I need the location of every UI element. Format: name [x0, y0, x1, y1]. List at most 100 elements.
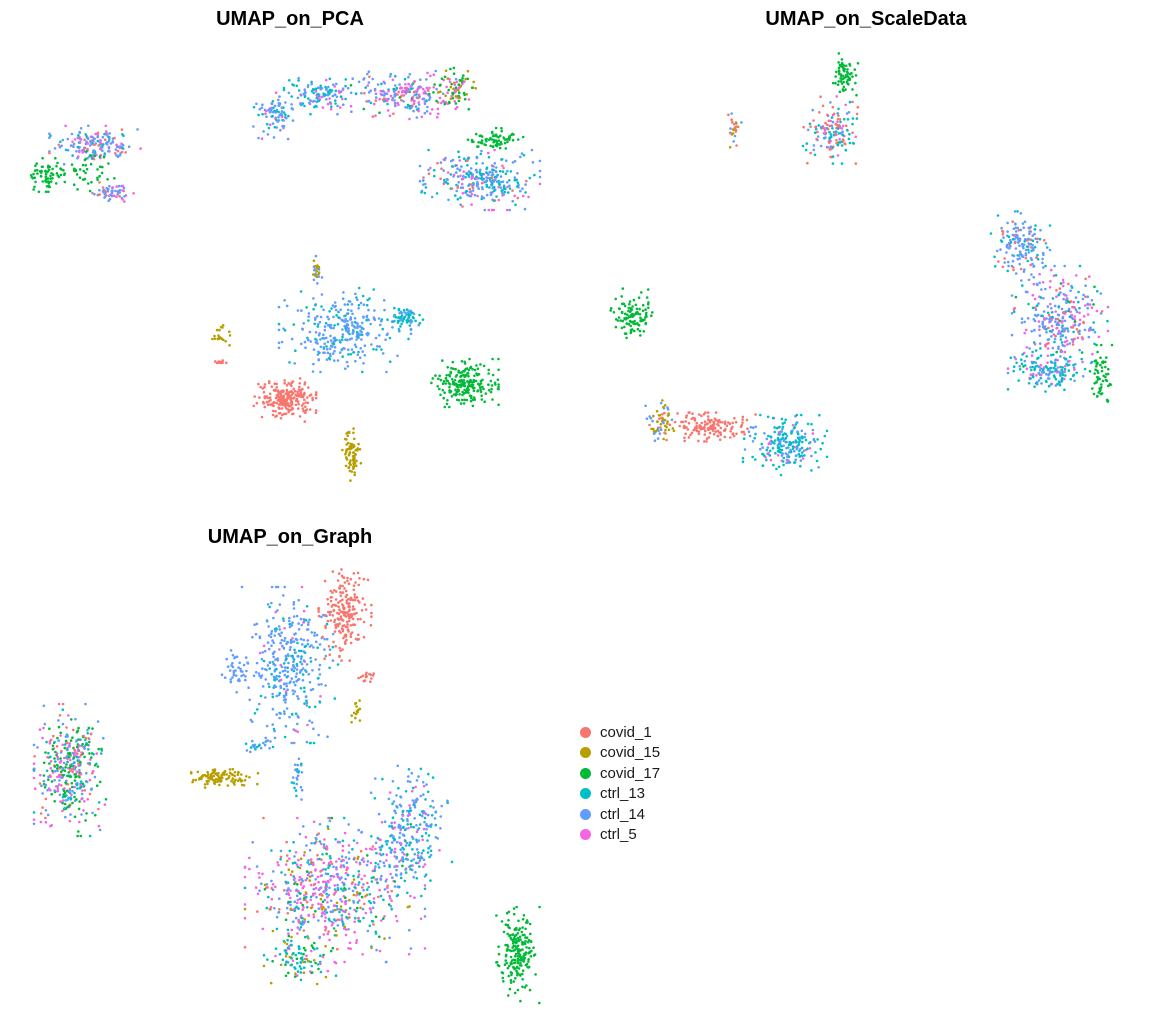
point-covid_17	[636, 323, 640, 326]
point-ctrl_14	[85, 140, 88, 144]
point-ctrl_13	[1038, 237, 1042, 241]
point-ctrl_13	[303, 686, 306, 690]
point-ctrl_14	[258, 107, 262, 111]
point-ctrl_14	[349, 91, 353, 95]
point-covid_17	[1107, 384, 1110, 388]
point-ctrl_14	[1030, 330, 1033, 333]
point-covid_17	[432, 91, 435, 94]
point-ctrl_14	[317, 350, 320, 354]
point-ctrl_14	[538, 175, 542, 179]
point-ctrl_5	[801, 457, 805, 460]
point-ctrl_14	[1032, 275, 1035, 279]
point-ctrl_13	[282, 617, 285, 620]
point-ctrl_13	[501, 170, 505, 173]
point-ctrl_13	[334, 102, 337, 105]
point-ctrl_14	[847, 111, 851, 114]
point-ctrl_13	[1020, 362, 1024, 366]
point-ctrl_14	[258, 702, 261, 706]
point-ctrl_13	[855, 117, 859, 120]
point-ctrl_14	[423, 102, 427, 106]
point-ctrl_14	[1031, 234, 1034, 237]
point-ctrl_14	[282, 327, 285, 331]
point-covid_1	[345, 638, 348, 642]
point-ctrl_14	[269, 740, 272, 743]
point-covid_17	[453, 383, 456, 386]
point-covid_1	[806, 161, 809, 165]
point-ctrl_14	[323, 325, 327, 328]
point-ctrl_5	[1049, 302, 1052, 306]
point-ctrl_14	[480, 195, 484, 198]
point-ctrl_5	[299, 93, 303, 96]
point-covid_17	[59, 173, 63, 177]
point-ctrl_14	[290, 624, 294, 627]
point-ctrl_13	[1024, 364, 1027, 367]
point-covid_17	[839, 77, 842, 80]
point-covid_1	[334, 590, 338, 593]
point-ctrl_14	[425, 78, 428, 81]
point-ctrl_13	[813, 131, 817, 134]
point-ctrl_5	[458, 159, 462, 162]
point-covid_17	[1104, 360, 1107, 364]
point-ctrl_14	[274, 658, 277, 661]
point-ctrl_5	[32, 818, 36, 821]
point-ctrl_14	[393, 93, 397, 97]
point-ctrl_13	[393, 306, 396, 310]
point-ctrl_13	[290, 781, 294, 784]
point-ctrl_14	[240, 585, 244, 589]
point-ctrl_14	[89, 788, 93, 791]
point-covid_1	[723, 420, 727, 424]
point-covid_1	[276, 389, 280, 393]
point-covid_17	[476, 389, 480, 392]
point-ctrl_14	[393, 99, 396, 102]
point-covid_17	[1109, 383, 1112, 387]
point-ctrl_14	[251, 635, 254, 639]
point-covid_1	[329, 596, 333, 599]
point-covid_17	[51, 167, 54, 171]
point-covid_1	[1084, 277, 1087, 281]
point-ctrl_5	[1106, 329, 1110, 333]
point-ctrl_13	[296, 641, 299, 645]
point-ctrl_13	[403, 315, 407, 319]
point-ctrl_14	[253, 743, 257, 747]
point-ctrl_14	[316, 353, 320, 356]
point-ctrl_13	[292, 84, 296, 87]
point-ctrl_14	[308, 330, 312, 334]
point-covid_15	[213, 779, 217, 782]
point-covid_17	[104, 798, 108, 801]
point-ctrl_14	[36, 746, 39, 749]
point-ctrl_14	[430, 195, 434, 199]
point-ctrl_14	[457, 181, 461, 184]
point-covid_17	[494, 139, 498, 142]
point-covid_1	[697, 432, 701, 436]
point-covid_17	[490, 384, 494, 387]
point-covid_1	[331, 591, 334, 594]
point-ctrl_13	[844, 149, 848, 152]
point-ctrl_14	[301, 679, 305, 682]
point-ctrl_14	[1009, 245, 1012, 248]
point-ctrl_14	[300, 662, 304, 666]
point-covid_15	[661, 418, 665, 421]
point-ctrl_5	[68, 742, 72, 745]
point-ctrl_5	[401, 89, 404, 93]
point-ctrl_14	[292, 660, 295, 664]
point-ctrl_14	[305, 663, 309, 666]
point-ctrl_14	[312, 727, 315, 730]
point-covid_1	[280, 407, 284, 410]
point-ctrl_13	[418, 813, 422, 816]
point-covid_17	[621, 287, 625, 290]
point-covid_1	[334, 624, 337, 627]
point-ctrl_14	[1024, 253, 1028, 257]
point-covid_1	[374, 99, 378, 102]
point-ctrl_14	[316, 342, 319, 345]
point-ctrl_5	[1078, 311, 1081, 315]
point-covid_1	[370, 677, 373, 680]
point-ctrl_14	[394, 104, 397, 108]
point-ctrl_13	[286, 666, 290, 669]
point-ctrl_13	[411, 848, 414, 851]
point-ctrl_5	[79, 772, 83, 776]
point-ctrl_14	[88, 144, 92, 147]
point-ctrl_13	[768, 454, 771, 457]
point-covid_15	[346, 434, 350, 438]
point-ctrl_14	[326, 323, 330, 327]
point-ctrl_14	[343, 303, 347, 306]
